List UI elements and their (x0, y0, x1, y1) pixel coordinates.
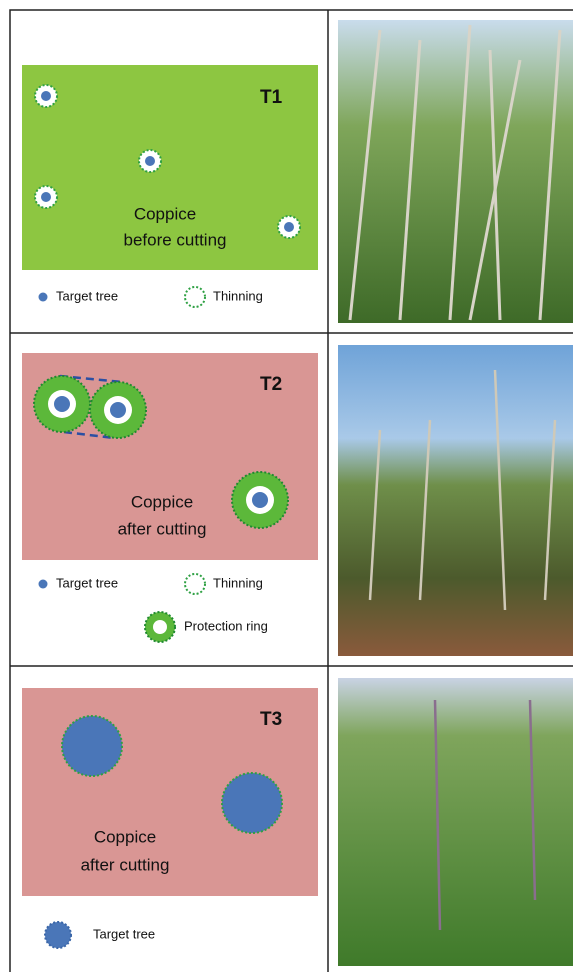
legend-text: Protection ring (184, 618, 268, 633)
legend-icon (145, 612, 175, 642)
panel-text: Coppice (134, 204, 196, 223)
legend-icon (185, 574, 205, 594)
panel-t1: T1 Coppice before cutting Target tree Th… (22, 65, 318, 307)
photo-t1 (338, 20, 573, 323)
row-label: T3 (260, 709, 282, 730)
figure: T1 Coppice before cutting Target tree Th… (0, 0, 573, 972)
panel-text: before cutting (123, 230, 226, 249)
panel-text: after cutting (81, 855, 170, 874)
legend-icon (45, 922, 71, 948)
panel-text: after cutting (118, 519, 207, 538)
legend-text: Thinning (213, 288, 263, 303)
panel-text: Coppice (131, 492, 193, 511)
legend-icon (185, 287, 205, 307)
photo-t2 (338, 345, 573, 656)
legend-text: Target tree (56, 288, 118, 303)
photo-t3 (338, 678, 573, 966)
legend-icon (39, 580, 48, 589)
legend-text: Thinning (213, 575, 263, 590)
legend-text: Target tree (56, 575, 118, 590)
panel-text: Coppice (94, 827, 156, 846)
panel-t2: T2 Coppice after cutting Target tree Thi… (22, 353, 318, 642)
panel-t3: T3 Coppice after cutting Target tree (22, 688, 318, 948)
legend-text: Target tree (93, 926, 155, 941)
row-label: T1 (260, 87, 283, 108)
legend-icon (39, 293, 48, 302)
row-label: T2 (260, 374, 282, 395)
